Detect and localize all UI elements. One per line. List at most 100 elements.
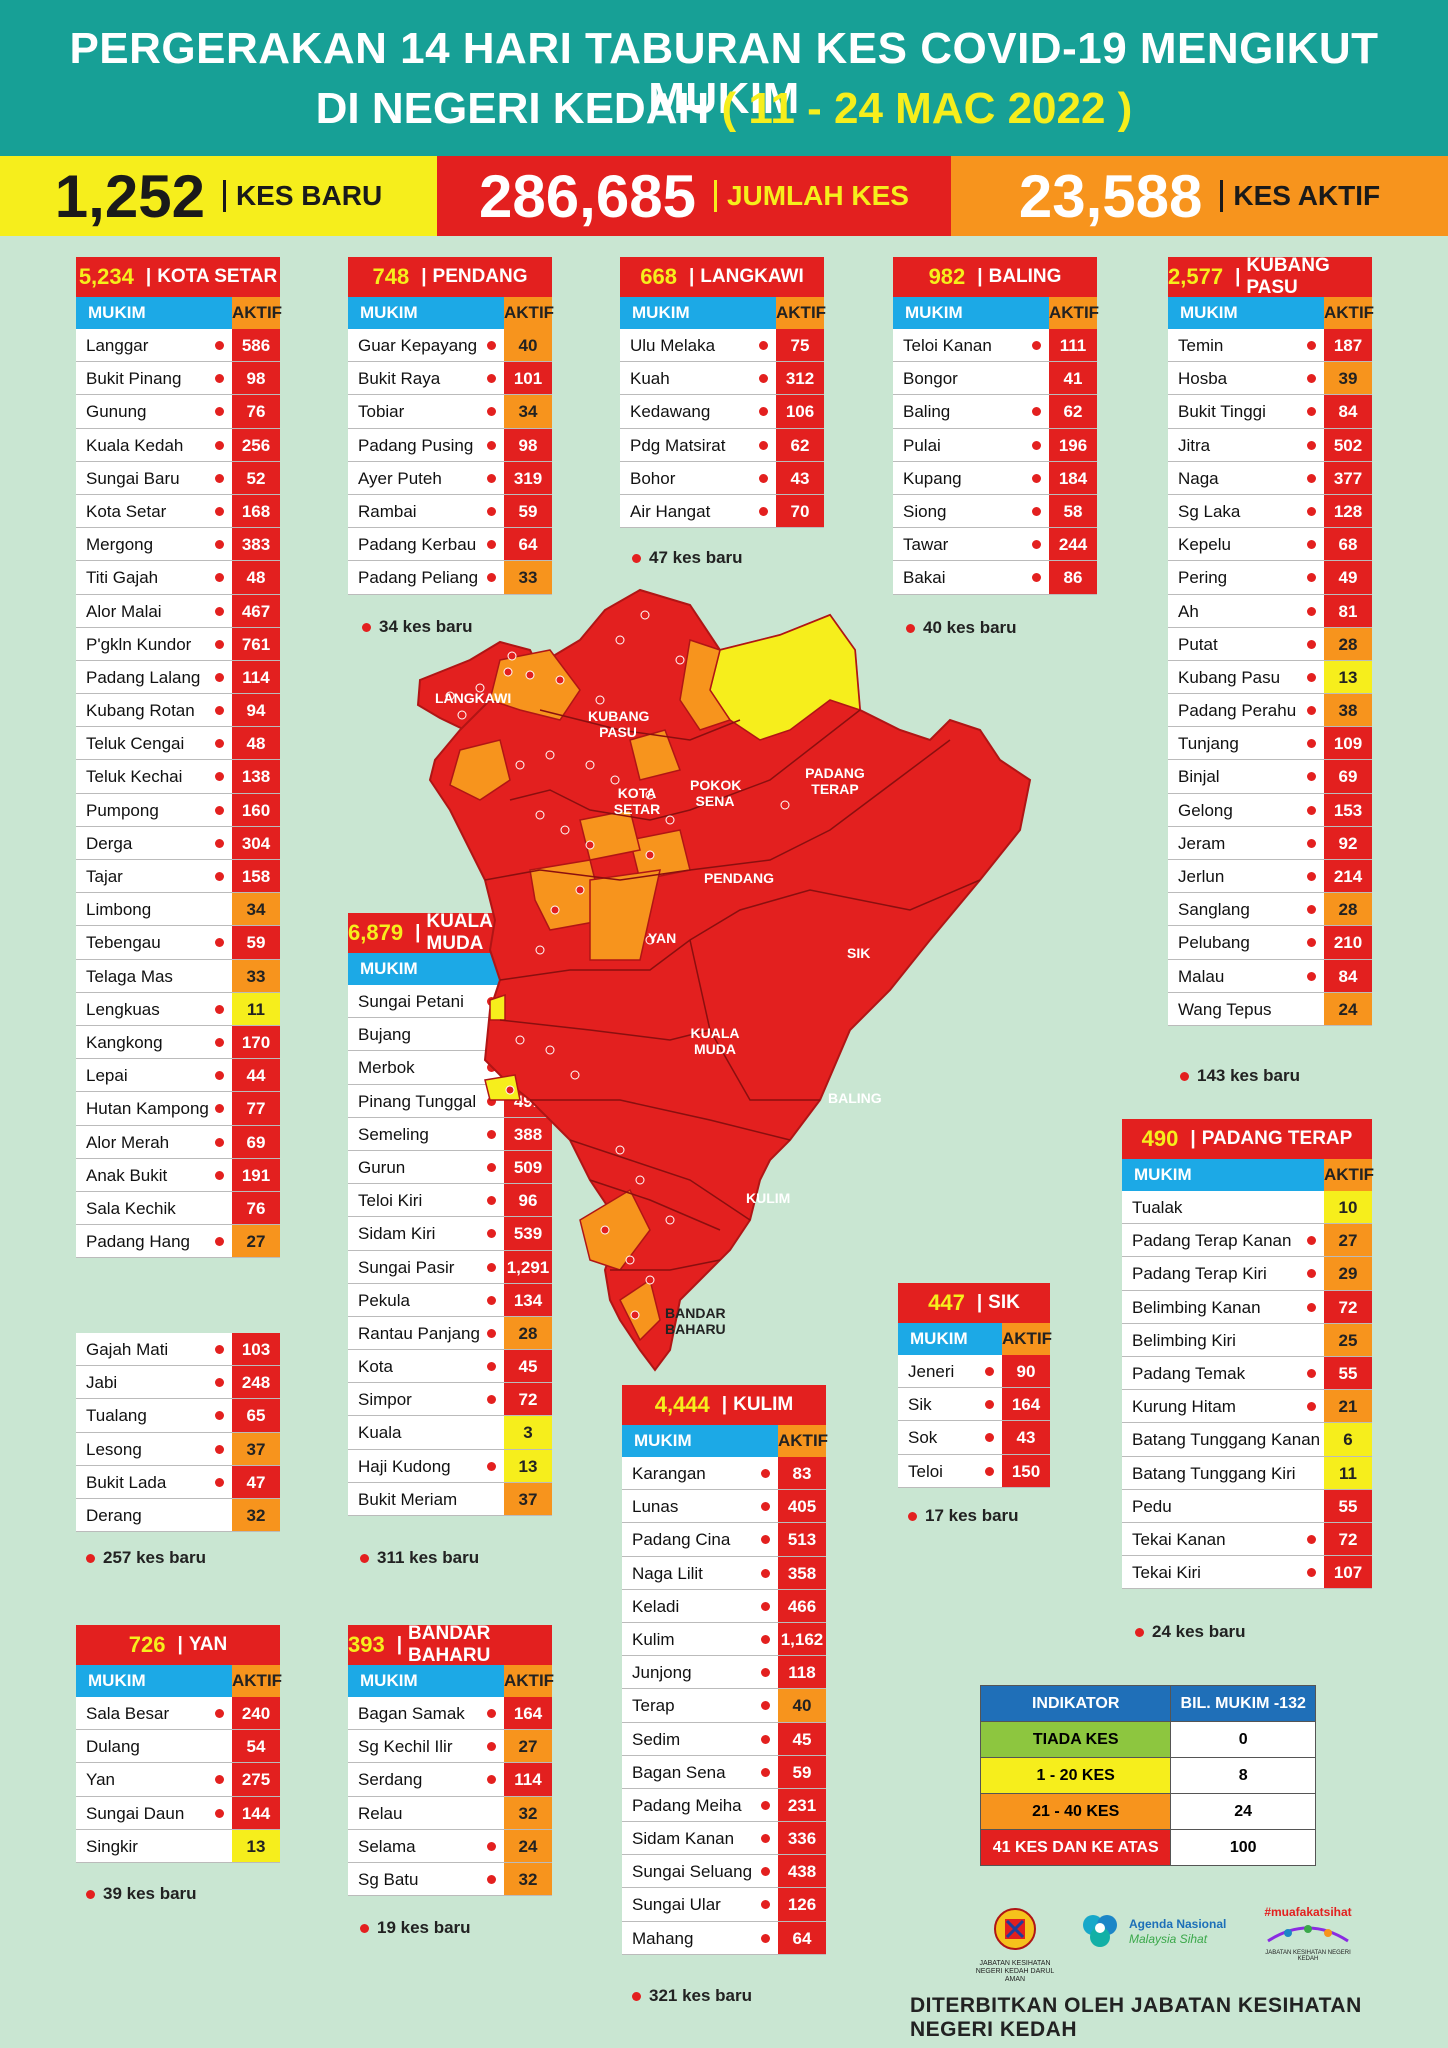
mukim-name-text: Jabi bbox=[86, 1373, 118, 1393]
table-row: Bagan Samak 164 bbox=[348, 1697, 552, 1731]
aktif-value: 191 bbox=[232, 1158, 280, 1191]
aktif-value: 114 bbox=[504, 1763, 552, 1796]
agenda-nasional-logo: Agenda Nasional Malaysia Sihat bbox=[1075, 1905, 1245, 1985]
table-row: Kupang 184 bbox=[893, 461, 1097, 495]
new-case-dot-icon bbox=[1307, 573, 1316, 583]
mukim-name-text: Bukit Tinggi bbox=[1178, 402, 1266, 422]
aktif-value: 77 bbox=[232, 1092, 280, 1125]
district-count: 6,879 bbox=[348, 920, 404, 945]
table-row: Kuala Kedah 256 bbox=[76, 428, 280, 462]
mukim-name: Sanglang bbox=[1168, 893, 1324, 925]
aktif-value: 28 bbox=[1324, 627, 1372, 660]
district-count: 393 bbox=[348, 1632, 385, 1657]
aktif-value: 92 bbox=[1324, 826, 1372, 859]
aktif-value: 76 bbox=[232, 1191, 280, 1225]
table-row: Sik 164 bbox=[898, 1388, 1050, 1422]
mukim-name: Kota Setar bbox=[76, 495, 232, 527]
aktif-value: 164 bbox=[504, 1697, 552, 1730]
new-case-dot-icon bbox=[761, 1668, 770, 1678]
mukim-name-text: Sidam Kiri bbox=[358, 1224, 436, 1244]
aktif-value: 72 bbox=[1324, 1290, 1372, 1323]
new-case-dot-icon bbox=[1307, 706, 1316, 716]
aktif-value: 109 bbox=[1324, 727, 1372, 760]
mukim-name-text: Sungai Daun bbox=[86, 1803, 185, 1823]
table-row: Sungai Daun 144 bbox=[76, 1796, 280, 1830]
district-title: 668 | LANGKAWI bbox=[620, 257, 824, 297]
aktif-value: 33 bbox=[232, 959, 280, 992]
table-row: Belimbing Kiri 25 bbox=[1122, 1323, 1372, 1357]
new-case-dot-icon bbox=[1307, 1368, 1316, 1378]
mukim-name: Bohor bbox=[620, 462, 776, 494]
new-case-dot-icon bbox=[985, 1466, 994, 1476]
new-case-dot-icon bbox=[487, 440, 496, 450]
new-case-dot-icon bbox=[215, 838, 224, 848]
mukim-name: Dulang bbox=[76, 1730, 232, 1762]
district-title: 726 | YAN bbox=[76, 1625, 280, 1665]
district-title-separator: | bbox=[177, 1634, 183, 1655]
table-row: Junjong 118 bbox=[622, 1656, 826, 1690]
new-case-dot-icon bbox=[761, 1535, 770, 1545]
table-row: Baling 62 bbox=[893, 395, 1097, 429]
table-row: Padang Meiha 231 bbox=[622, 1788, 826, 1823]
district-count: 748 bbox=[372, 264, 410, 289]
table-row: Sg Batu 32 bbox=[348, 1862, 552, 1897]
new-case-dot-icon bbox=[215, 1004, 224, 1014]
table-row: Ah 81 bbox=[1168, 594, 1372, 628]
district-table-kota-setar: 5,234 | KOTA SETAR MUKIM AKTIF Langgar 586 Buki… bbox=[76, 257, 282, 1259]
aktif-value: 68 bbox=[1324, 528, 1372, 561]
table-row: Kota 45 bbox=[348, 1350, 552, 1384]
aktif-value: 24 bbox=[504, 1829, 552, 1862]
mukim-name-text: Guar Kepayang bbox=[358, 336, 478, 355]
new-case-dot-icon bbox=[487, 407, 496, 417]
table-row: Siong 58 bbox=[893, 494, 1097, 529]
aktif-value: 312 bbox=[776, 362, 824, 395]
mukim-name-text: Sala Besar bbox=[86, 1704, 170, 1723]
mukim-header: MUKIM bbox=[622, 1425, 778, 1457]
aktif-value: 55 bbox=[1324, 1356, 1372, 1390]
new-case-dot-icon bbox=[759, 341, 768, 350]
mukim-name: Kepelu bbox=[1168, 528, 1324, 560]
aktif-value: 13 bbox=[232, 1829, 280, 1862]
mukim-name: Padang Pusing bbox=[348, 429, 504, 461]
mukim-name-text: Sanglang bbox=[1178, 900, 1250, 920]
table-row: Gunung 76 bbox=[76, 395, 280, 429]
mukim-name-text: Alor Malai bbox=[86, 601, 162, 621]
new-case-dot-icon bbox=[487, 1295, 496, 1305]
mukim-name: Pelubang bbox=[1168, 926, 1324, 958]
new-case-dot-icon bbox=[1307, 341, 1316, 350]
table-row: Tajar 158 bbox=[76, 860, 280, 894]
table-row: Jeram 92 bbox=[1168, 826, 1372, 860]
table-row: Yan 275 bbox=[76, 1763, 280, 1797]
aktif-value: 336 bbox=[778, 1822, 826, 1855]
agenda-subtitle: Malaysia Sihat bbox=[1129, 1932, 1208, 1946]
mukim-name-text: Tualak bbox=[1132, 1198, 1183, 1217]
table-row: Bukit Tinggi 84 bbox=[1168, 395, 1372, 429]
mukim-name: Binjal bbox=[1168, 760, 1324, 792]
new-case-dot-icon bbox=[985, 1400, 994, 1410]
aktif-value: 59 bbox=[504, 494, 552, 528]
mukim-name: Jabi bbox=[76, 1366, 232, 1398]
district-title-separator: | bbox=[976, 1292, 983, 1313]
aktif-value: 138 bbox=[232, 760, 280, 793]
mukim-name-text: Gunung bbox=[86, 402, 147, 422]
mukim-name-text: Jeram bbox=[1178, 833, 1226, 853]
new-case-dot-icon bbox=[985, 1367, 994, 1376]
mukim-name: Bukit Lada bbox=[76, 1466, 232, 1498]
aktif-value: 168 bbox=[232, 494, 280, 528]
new-case-dot-icon bbox=[761, 1469, 770, 1478]
table-row: Bongor 41 bbox=[893, 362, 1097, 396]
aktif-value: 275 bbox=[232, 1763, 280, 1796]
table-row: Bukit Lada 47 bbox=[76, 1465, 280, 1499]
mukim-name: Relau bbox=[348, 1797, 504, 1829]
mukim-name-text: Siong bbox=[903, 501, 947, 521]
table-row: Kubang Rotan 94 bbox=[76, 694, 280, 728]
aktif-value: 3 bbox=[504, 1416, 552, 1449]
mukim-name-text: Padang Kerbau bbox=[358, 535, 477, 555]
mukim-name: Limbong bbox=[76, 893, 232, 925]
aktif-value: 231 bbox=[778, 1788, 826, 1822]
mukim-name: Kupang bbox=[893, 462, 1049, 494]
mukim-name: Bongor bbox=[893, 362, 1049, 394]
mukim-name: Selama bbox=[348, 1830, 504, 1862]
new-case-dot-icon bbox=[1307, 606, 1316, 616]
